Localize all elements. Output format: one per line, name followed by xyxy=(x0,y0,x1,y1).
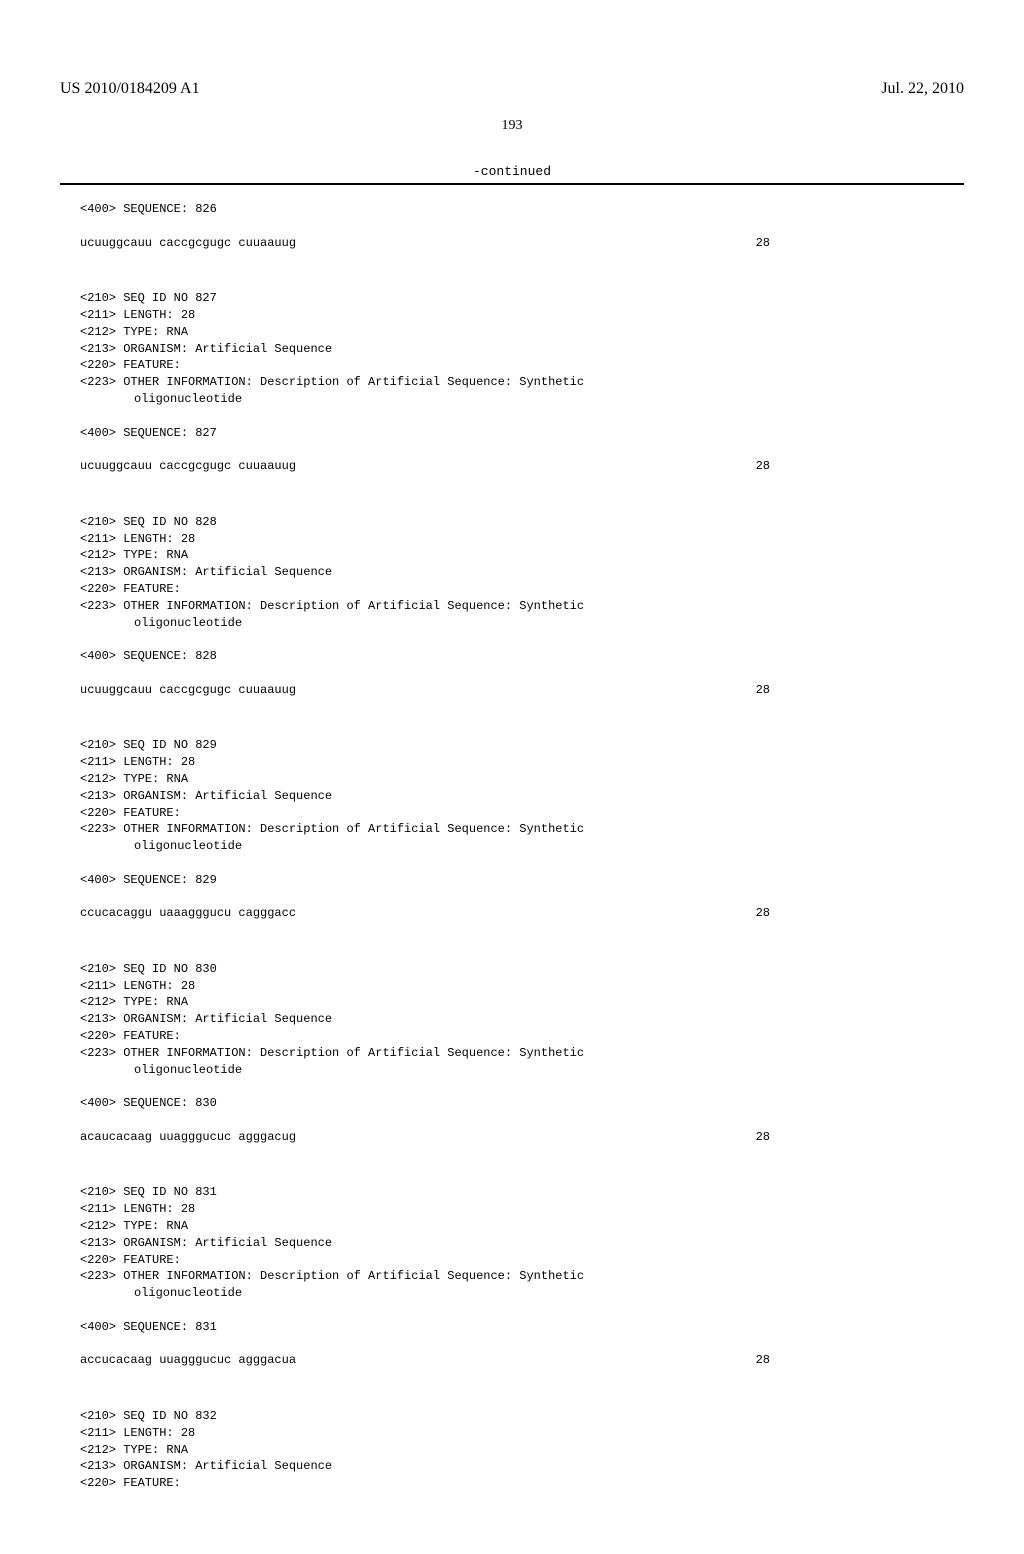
metadata-line: <212> TYPE: RNA xyxy=(80,1218,944,1235)
sequence-header: <400> SEQUENCE: 829 xyxy=(80,872,944,889)
sequence-header: <400> SEQUENCE: 831 xyxy=(80,1319,944,1336)
metadata-line: <210> SEQ ID NO 831 xyxy=(80,1184,944,1201)
spacer xyxy=(80,888,944,905)
metadata-line: <212> TYPE: RNA xyxy=(80,994,944,1011)
sequence-text: ucuuggcauu caccgcgugc cuuaauug xyxy=(80,235,296,252)
sequence-header: <400> SEQUENCE: 828 xyxy=(80,648,944,665)
metadata-line: <210> SEQ ID NO 828 xyxy=(80,514,944,531)
metadata-line: <220> FEATURE: xyxy=(80,805,944,822)
metadata-line: <213> ORGANISM: Artificial Sequence xyxy=(80,1458,944,1475)
spacer xyxy=(80,1369,944,1386)
sequence-position: 28 xyxy=(756,1352,770,1369)
spacer xyxy=(80,855,944,872)
spacer xyxy=(80,251,944,268)
metadata-line: <213> ORGANISM: Artificial Sequence xyxy=(80,788,944,805)
metadata-line: <210> SEQ ID NO 827 xyxy=(80,290,944,307)
spacer xyxy=(80,1302,944,1319)
metadata-line: <223> OTHER INFORMATION: Description of … xyxy=(80,598,944,615)
metadata-line: <211> LENGTH: 28 xyxy=(80,978,944,995)
metadata-line: <223> OTHER INFORMATION: Description of … xyxy=(80,374,944,391)
metadata-line: <213> ORGANISM: Artificial Sequence xyxy=(80,1235,944,1252)
spacer xyxy=(80,1078,944,1095)
spacer xyxy=(80,1336,944,1353)
sequence-text: ucuuggcauu caccgcgugc cuuaauug xyxy=(80,682,296,699)
sequence-line: ccucacaggu uaaagggucu cagggacc 28 xyxy=(80,905,770,922)
sequence-line: ucuuggcauu caccgcgugc cuuaauug 28 xyxy=(80,682,770,699)
metadata-line: <220> FEATURE: xyxy=(80,1475,944,1492)
sequence-entry: <210> SEQ ID NO 829<211> LENGTH: 28<212>… xyxy=(80,737,944,939)
sequence-entry: <210> SEQ ID NO 831<211> LENGTH: 28<212>… xyxy=(80,1184,944,1386)
metadata-line: <211> LENGTH: 28 xyxy=(80,1425,944,1442)
sequence-text: ucuuggcauu caccgcgugc cuuaauug xyxy=(80,458,296,475)
sequence-listing: <400> SEQUENCE: 826 ucuuggcauu caccgcgug… xyxy=(60,201,964,1492)
metadata-indent: oligonucleotide xyxy=(80,1062,944,1079)
metadata-line: <213> ORGANISM: Artificial Sequence xyxy=(80,341,944,358)
metadata-indent: oligonucleotide xyxy=(80,1285,944,1302)
spacer xyxy=(80,665,944,682)
spacer xyxy=(80,631,944,648)
sequence-text: ccucacaggu uaaagggucu cagggacc xyxy=(80,905,296,922)
publication-date: Jul. 22, 2010 xyxy=(881,80,964,98)
metadata-line: <213> ORGANISM: Artificial Sequence xyxy=(80,564,944,581)
sequence-header: <400> SEQUENCE: 827 xyxy=(80,425,944,442)
metadata-line: <211> LENGTH: 28 xyxy=(80,307,944,324)
metadata-line: <210> SEQ ID NO 830 xyxy=(80,961,944,978)
sequence-position: 28 xyxy=(756,905,770,922)
metadata-indent: oligonucleotide xyxy=(80,838,944,855)
spacer xyxy=(80,699,944,716)
spacer xyxy=(80,441,944,458)
sequence-entry: <210> SEQ ID NO 827<211> LENGTH: 28<212>… xyxy=(80,290,944,492)
metadata-line: <210> SEQ ID NO 829 xyxy=(80,737,944,754)
sequence-entry: <400> SEQUENCE: 826 ucuuggcauu caccgcgug… xyxy=(80,201,944,268)
sequence-position: 28 xyxy=(756,458,770,475)
sequence-position: 28 xyxy=(756,682,770,699)
spacer xyxy=(80,218,944,235)
metadata-line: <220> FEATURE: xyxy=(80,581,944,598)
metadata-line: <211> LENGTH: 28 xyxy=(80,754,944,771)
metadata-line: <220> FEATURE: xyxy=(80,357,944,374)
sequence-line: ucuuggcauu caccgcgugc cuuaauug 28 xyxy=(80,235,770,252)
metadata-line: <212> TYPE: RNA xyxy=(80,1442,944,1459)
spacer xyxy=(80,475,944,492)
page-header: US 2010/0184209 A1 Jul. 22, 2010 xyxy=(60,80,964,98)
sequence-entry: <210> SEQ ID NO 832<211> LENGTH: 28<212>… xyxy=(80,1408,944,1492)
spacer xyxy=(80,1112,944,1129)
sequence-text: acaucacaag uuagggucuc agggacug xyxy=(80,1129,296,1146)
metadata-line: <223> OTHER INFORMATION: Description of … xyxy=(80,1268,944,1285)
sequence-line: accucacaag uuagggucuc agggacua 28 xyxy=(80,1352,770,1369)
metadata-indent: oligonucleotide xyxy=(80,615,944,632)
metadata-line: <212> TYPE: RNA xyxy=(80,547,944,564)
spacer xyxy=(80,408,944,425)
metadata-line: <220> FEATURE: xyxy=(80,1028,944,1045)
spacer xyxy=(80,1146,944,1163)
sequence-entry: <210> SEQ ID NO 830<211> LENGTH: 28<212>… xyxy=(80,961,944,1163)
metadata-line: <223> OTHER INFORMATION: Description of … xyxy=(80,1045,944,1062)
sequence-line: ucuuggcauu caccgcgugc cuuaauug 28 xyxy=(80,458,770,475)
sequence-line: acaucacaag uuagggucuc agggacug 28 xyxy=(80,1129,770,1146)
spacer xyxy=(80,922,944,939)
publication-number: US 2010/0184209 A1 xyxy=(60,80,200,98)
top-rule xyxy=(60,183,964,185)
metadata-line: <213> ORGANISM: Artificial Sequence xyxy=(80,1011,944,1028)
continued-label: -continued xyxy=(60,164,964,179)
sequence-position: 28 xyxy=(756,1129,770,1146)
metadata-line: <212> TYPE: RNA xyxy=(80,771,944,788)
sequence-text: accucacaag uuagggucuc agggacua xyxy=(80,1352,296,1369)
page-number: 193 xyxy=(60,118,964,134)
metadata-indent: oligonucleotide xyxy=(80,391,944,408)
sequence-header: <400> SEQUENCE: 826 xyxy=(80,201,944,218)
sequence-position: 28 xyxy=(756,235,770,252)
metadata-line: <223> OTHER INFORMATION: Description of … xyxy=(80,821,944,838)
metadata-line: <211> LENGTH: 28 xyxy=(80,1201,944,1218)
metadata-line: <210> SEQ ID NO 832 xyxy=(80,1408,944,1425)
metadata-line: <220> FEATURE: xyxy=(80,1252,944,1269)
metadata-line: <212> TYPE: RNA xyxy=(80,324,944,341)
sequence-header: <400> SEQUENCE: 830 xyxy=(80,1095,944,1112)
metadata-line: <211> LENGTH: 28 xyxy=(80,531,944,548)
sequence-entry: <210> SEQ ID NO 828<211> LENGTH: 28<212>… xyxy=(80,514,944,716)
